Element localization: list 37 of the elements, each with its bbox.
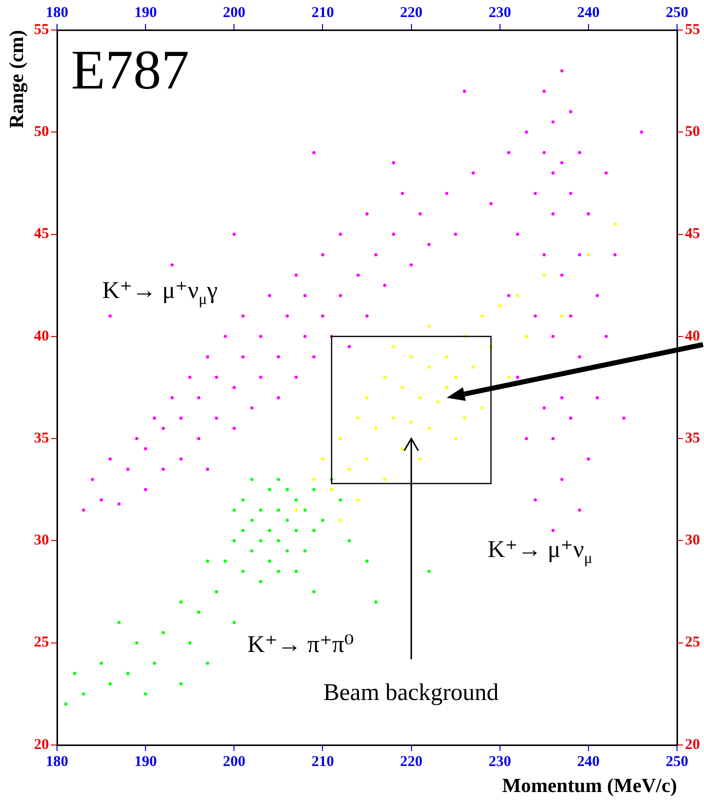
y2-tick-label: 45 [685, 226, 700, 242]
y-tick-label: 25 [34, 634, 49, 651]
x-axis-title: Momentum (MeV/c) [502, 775, 677, 798]
x-tick-label: 250 [666, 754, 688, 770]
y-tick-label: 50 [34, 124, 49, 140]
y-axis-title: Range (cm) [6, 30, 28, 128]
y-tick-label: 45 [34, 226, 49, 242]
y2-tick-label: 20 [685, 736, 700, 753]
chart-title: E787 [71, 40, 190, 102]
x-tick-label: 190 [134, 754, 157, 770]
y2-tick-label: 30 [685, 532, 700, 549]
annotation: Beam background [323, 680, 499, 706]
x2-tick-label: 180 [46, 4, 68, 21]
x2-tick-label: 210 [311, 4, 334, 21]
annotation: K⁺→ π⁺π⁰ [247, 632, 354, 658]
x2-tick-label: 190 [134, 4, 157, 21]
y-tick-label: 20 [34, 736, 49, 753]
x2-tick-label: 250 [666, 4, 688, 21]
x2-tick-label: 230 [488, 4, 512, 21]
x-tick-label: 180 [46, 754, 68, 770]
x-tick-label: 230 [488, 754, 512, 770]
y-tick-label: 55 [34, 22, 49, 38]
x-tick-label: 240 [577, 754, 600, 770]
y2-tick-label: 40 [685, 328, 700, 344]
x2-tick-label: 240 [577, 4, 600, 21]
y2-tick-label: 35 [685, 430, 700, 446]
y-tick-label: 30 [34, 532, 49, 549]
y2-tick-label: 55 [685, 22, 700, 38]
y2-tick-label: 50 [685, 124, 700, 140]
x2-tick-label: 220 [400, 4, 423, 21]
y-tick-label: 35 [34, 430, 49, 446]
x2-tick-label: 200 [222, 4, 246, 21]
y2-tick-label: 25 [685, 634, 700, 651]
x-tick-label: 210 [311, 754, 334, 770]
x-tick-label: 220 [400, 754, 423, 770]
y-tick-label: 40 [34, 328, 49, 344]
x-tick-label: 200 [222, 754, 246, 770]
